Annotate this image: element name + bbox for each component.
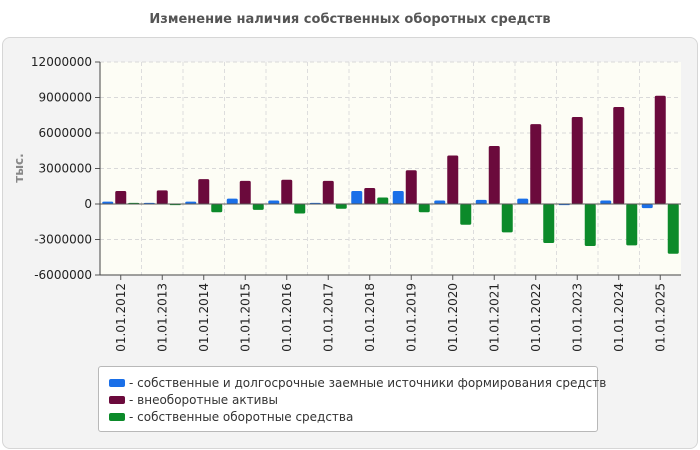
legend: - собственные и долгосрочные заемные ист… [98,366,606,432]
y-tick-label: 6000000 [39,126,92,140]
x-tick-label: 01.01.2019 [404,283,418,352]
bar-01.01.2025 [654,95,666,204]
bar-01.01.2016 [294,204,306,214]
x-tick-label: 01.01.2014 [197,283,211,352]
bar-01.01.2016 [281,179,293,204]
x-tick-label: 01.01.2020 [446,283,460,352]
x-tick-label: 01.01.2021 [487,283,501,352]
bar-01.01.2025 [667,204,679,254]
x-tick-label: 01.01.2022 [529,283,543,352]
bar-01.01.2024 [626,204,638,246]
bar-01.01.2015 [239,180,251,204]
bar-01.01.2018 [377,197,389,204]
bar-01.01.2014 [185,201,197,204]
y-tick-label: 9000000 [39,91,92,105]
bar-01.01.2022 [517,198,529,204]
legend-label: - собственные и долгосрочные заемные ист… [129,375,607,390]
y-axis-label: тыс. [12,153,26,182]
legend-item-noncurrent-assets: - внеоборотные активы [99,391,597,408]
bar-01.01.2021 [488,146,500,204]
x-tick-label: 01.01.2018 [363,283,377,352]
bar-01.01.2024 [613,106,625,204]
x-tick-label: 01.01.2017 [321,283,335,352]
legend-swatch-blue [109,378,125,387]
bar-01.01.2015 [252,204,264,210]
legend-swatch-green [109,412,125,421]
bar-01.01.2025 [641,204,653,209]
bar-01.01.2021 [501,204,513,233]
bar-01.01.2017 [322,180,334,204]
bar-01.01.2012 [115,190,127,204]
x-tick-label: 01.01.2023 [570,283,584,352]
bar-01.01.2018 [364,188,376,204]
legend-item-own-working-capital: - собственные оборотные средства [99,408,597,425]
x-tick-label: 01.01.2016 [280,283,294,352]
y-tick-label: 12000000 [31,55,92,69]
bar-01.01.2022 [543,204,555,244]
bar-01.01.2022 [530,124,542,204]
bar-01.01.2015 [226,198,238,204]
bar-01.01.2019 [418,204,430,213]
x-tick-label: 01.01.2025 [653,283,667,352]
y-tick-label: 0 [84,197,92,211]
y-tick-label: -6000000 [34,268,92,282]
chart-title: Изменение наличия собственных оборотных … [149,12,551,27]
y-tick-label: 3000000 [39,162,92,176]
bar-01.01.2014 [198,179,210,204]
bar-01.01.2023 [571,117,583,204]
bar-01.01.2016 [268,200,280,204]
legend-swatch-maroon [109,395,125,404]
bar-01.01.2021 [475,199,487,204]
x-tick-label: 01.01.2015 [238,283,252,352]
bar-01.01.2013 [156,190,168,204]
bar-01.01.2019 [392,190,404,204]
bar-01.01.2024 [600,200,612,204]
x-tick-label: 01.01.2024 [612,283,626,352]
x-tick-label: 01.01.2012 [114,283,128,352]
x-tick-label: 01.01.2013 [155,283,169,352]
bar-01.01.2019 [405,170,417,204]
legend-item-own-and-longterm-sources: - собственные и долгосрочные заемные ист… [99,374,606,391]
bar-01.01.2018 [351,190,363,204]
bar-01.01.2020 [447,155,459,204]
bar-01.01.2020 [434,200,446,204]
legend-label: - внеоборотные активы [129,392,278,407]
legend-label: - собственные оборотные средства [129,409,354,424]
bar-01.01.2023 [584,204,596,247]
bar-01.01.2017 [335,204,347,209]
bar-01.01.2014 [211,204,223,213]
bar-01.01.2020 [460,204,472,225]
bar-01.01.2012 [102,201,114,204]
y-tick-label: -3000000 [34,233,92,247]
